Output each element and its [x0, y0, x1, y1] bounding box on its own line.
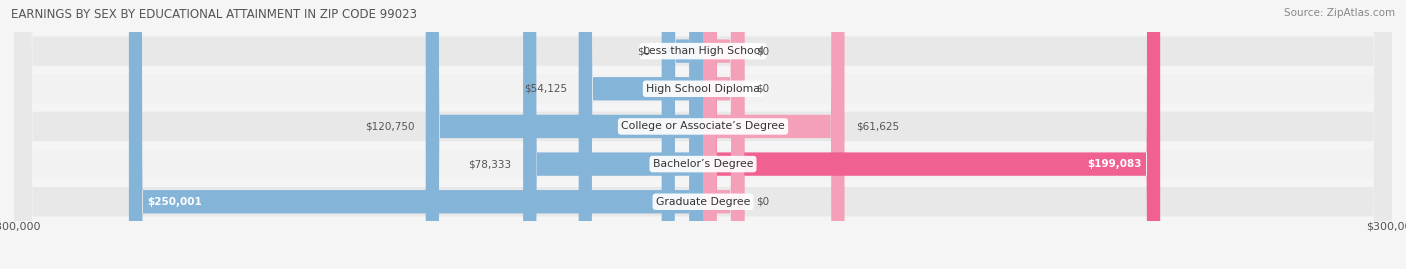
Text: $0: $0 — [756, 84, 769, 94]
Text: $120,750: $120,750 — [364, 121, 415, 132]
Text: Bachelor’s Degree: Bachelor’s Degree — [652, 159, 754, 169]
Text: College or Associate’s Degree: College or Associate’s Degree — [621, 121, 785, 132]
FancyBboxPatch shape — [579, 0, 703, 269]
Text: $0: $0 — [756, 46, 769, 56]
Text: EARNINGS BY SEX BY EDUCATIONAL ATTAINMENT IN ZIP CODE 99023: EARNINGS BY SEX BY EDUCATIONAL ATTAINMEN… — [11, 8, 418, 21]
FancyBboxPatch shape — [703, 0, 744, 269]
FancyBboxPatch shape — [703, 0, 744, 269]
Text: High School Diploma: High School Diploma — [647, 84, 759, 94]
Text: $250,001: $250,001 — [148, 197, 202, 207]
Text: $61,625: $61,625 — [856, 121, 898, 132]
FancyBboxPatch shape — [14, 0, 1392, 269]
FancyBboxPatch shape — [703, 0, 1160, 269]
Text: $0: $0 — [756, 197, 769, 207]
FancyBboxPatch shape — [129, 0, 703, 269]
Text: Source: ZipAtlas.com: Source: ZipAtlas.com — [1284, 8, 1395, 18]
FancyBboxPatch shape — [14, 0, 1392, 269]
FancyBboxPatch shape — [14, 0, 1392, 269]
FancyBboxPatch shape — [662, 0, 703, 269]
FancyBboxPatch shape — [14, 0, 1392, 269]
Text: $0: $0 — [637, 46, 650, 56]
Text: $199,083: $199,083 — [1087, 159, 1142, 169]
FancyBboxPatch shape — [523, 0, 703, 269]
Text: Graduate Degree: Graduate Degree — [655, 197, 751, 207]
Text: $78,333: $78,333 — [468, 159, 512, 169]
Text: Less than High School: Less than High School — [643, 46, 763, 56]
FancyBboxPatch shape — [703, 0, 744, 269]
FancyBboxPatch shape — [14, 0, 1392, 269]
FancyBboxPatch shape — [426, 0, 703, 269]
Text: $54,125: $54,125 — [524, 84, 567, 94]
FancyBboxPatch shape — [703, 0, 845, 269]
